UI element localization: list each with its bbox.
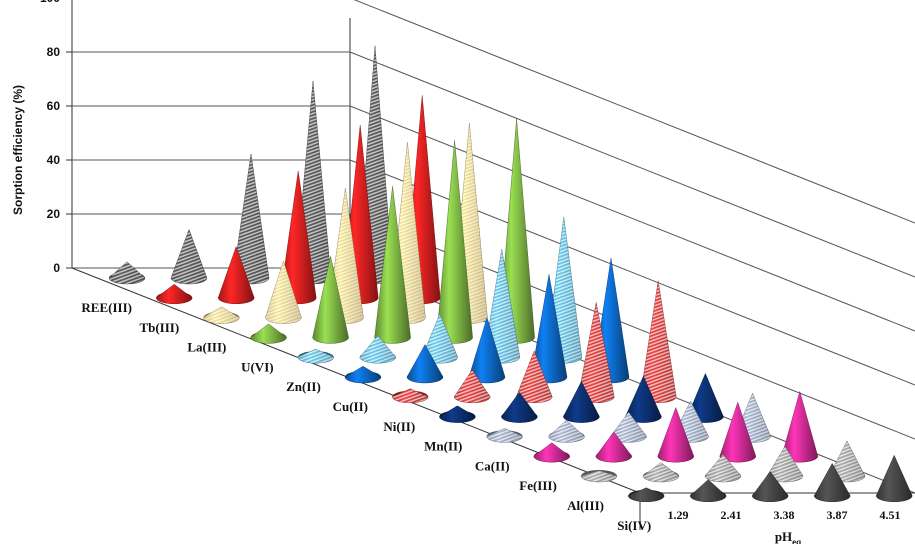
chart-marks <box>108 45 913 502</box>
series-label: Mn(II) <box>424 439 462 454</box>
y-tick-label: 80 <box>47 45 61 59</box>
cone-mark <box>359 335 397 364</box>
series-label: Ca(II) <box>475 458 510 473</box>
cone-mark <box>312 256 349 344</box>
x-axis-ticks: 1.29 2.41 3.38 3.87 4.51 <box>668 508 901 522</box>
x-axis-label-main: pH <box>775 529 792 544</box>
cone-mark <box>813 462 851 502</box>
x-tick-label: 3.87 <box>827 508 848 522</box>
cone-mark <box>627 487 665 502</box>
series-label: Ni(II) <box>383 419 415 434</box>
cone-mark <box>580 470 618 483</box>
cone-mark <box>203 306 240 324</box>
y-tick-label: 0 <box>53 261 60 275</box>
x-tick-label: 1.29 <box>668 508 689 522</box>
cone-mark <box>344 365 382 384</box>
y-axis-label: Sorption efficiency (%) <box>11 85 25 215</box>
cone-mark <box>595 431 633 463</box>
cone-mark <box>501 391 538 423</box>
y-tick-label: 40 <box>47 153 61 167</box>
cone-mark <box>250 323 287 344</box>
x-axis-label: pHeq <box>775 529 801 544</box>
cone-mark <box>548 419 585 443</box>
chart-walls <box>71 0 915 530</box>
series-label: Al(III) <box>567 498 604 513</box>
cone-mark <box>170 228 208 285</box>
cone-mark <box>406 344 444 384</box>
cone-mark <box>421 313 459 364</box>
cone-mark <box>217 245 255 304</box>
series-label: U(VI) <box>241 359 274 374</box>
x-tick-label: 2.41 <box>721 508 742 522</box>
x-axis-label-sub: eq <box>792 537 801 544</box>
cone-mark <box>297 348 335 364</box>
cone-mark <box>108 261 146 285</box>
cone-mark <box>439 405 476 423</box>
y-axis-ticks: 0 20 40 60 80 100 <box>40 0 72 275</box>
y-tick-label: 20 <box>47 207 61 221</box>
series-label: Cu(II) <box>333 399 368 414</box>
cone-mark <box>155 284 193 304</box>
series-label: La(III) <box>187 340 226 355</box>
cone-mark <box>265 260 302 324</box>
cone-mark <box>657 407 695 463</box>
series-label: Si(IV) <box>617 518 651 533</box>
cone-mark <box>374 186 411 344</box>
series-label: Zn(II) <box>286 379 321 394</box>
x-tick-label: 4.51 <box>880 508 901 522</box>
series-label: Tb(III) <box>139 320 179 335</box>
cone-mark <box>563 381 600 423</box>
cone-mark <box>689 479 727 502</box>
y-tick-label: 60 <box>47 99 61 113</box>
cone-mark <box>642 462 680 483</box>
x-tick-label: 3.38 <box>774 508 795 522</box>
series-label: REE(III) <box>81 300 132 315</box>
y-tick-label: 100 <box>40 0 60 5</box>
cone-mark <box>533 442 571 463</box>
series-label: Fe(III) <box>519 478 557 493</box>
cone-mark <box>453 369 491 403</box>
cone-mark <box>875 454 913 502</box>
cone-mark <box>486 428 523 443</box>
cone-mark <box>704 454 742 483</box>
series-labels: REE(III) Tb(III) La(III) U(VI) Zn(II) Cu(II) N… <box>81 300 651 533</box>
cone-mark <box>751 471 789 502</box>
cone-mark <box>391 388 429 403</box>
